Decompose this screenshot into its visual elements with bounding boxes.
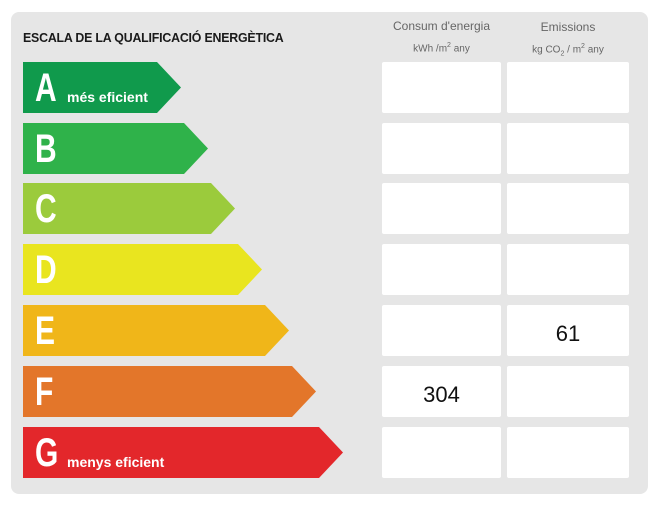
energy-value-cell xyxy=(382,183,501,234)
rating-letter: F xyxy=(35,370,54,414)
rating-row-e: E 61 xyxy=(0,305,662,356)
rating-arrow-e: E xyxy=(23,305,289,356)
rating-row-f: F 304 xyxy=(0,366,662,417)
energy-column-label: Consum d'energia xyxy=(392,19,490,33)
rating-letter: B xyxy=(35,127,57,171)
energy-value-cell xyxy=(382,305,501,356)
emissions-value: 61 xyxy=(555,320,581,346)
energy-value-cell xyxy=(382,427,501,478)
emissions-value-cell xyxy=(507,183,629,234)
emissions-value-cell xyxy=(507,244,629,295)
emissions-value-cell xyxy=(507,427,629,478)
energy-value: 304 xyxy=(423,381,460,407)
rating-arrow-f: F xyxy=(23,366,316,417)
rating-caption: menys eficient xyxy=(67,454,165,470)
emissions-value-cell: 61 xyxy=(507,305,629,356)
rating-row-d: D xyxy=(0,244,662,295)
emissions-value-cell xyxy=(507,123,629,174)
rating-letter: E xyxy=(35,309,56,353)
energy-column-unit: kWh /m2 any xyxy=(413,42,470,55)
rating-letter: G xyxy=(35,431,59,475)
rating-arrow-c: C xyxy=(23,183,235,234)
rating-row-b: B xyxy=(0,123,662,174)
emissions-column-label: Emissions xyxy=(540,20,596,34)
emissions-value-cell xyxy=(507,366,629,417)
rating-row-c: C xyxy=(0,183,662,234)
rating-letter: D xyxy=(35,248,57,292)
energy-value-cell xyxy=(382,244,501,295)
rating-letter: C xyxy=(35,187,57,231)
page-title: ESCALA DE LA QUALIFICACIÓ ENERGÈTICA xyxy=(23,30,284,45)
energy-column-header: Consum d'energia kWh /m2 any xyxy=(382,19,501,56)
energy-value-cell xyxy=(382,62,501,113)
energy-value-cell xyxy=(382,123,501,174)
emissions-value-cell xyxy=(507,62,629,113)
emissions-column-header: Emissions kg CO2 / m2 any xyxy=(507,20,629,61)
rating-arrow-d: D xyxy=(23,244,262,295)
energy-value-cell: 304 xyxy=(382,366,501,417)
rating-caption: més eficient xyxy=(67,89,148,105)
rating-arrow-b: B xyxy=(23,123,208,174)
rating-letter: A xyxy=(35,66,57,110)
emissions-column-unit: kg CO2 / m2 any xyxy=(532,43,604,58)
